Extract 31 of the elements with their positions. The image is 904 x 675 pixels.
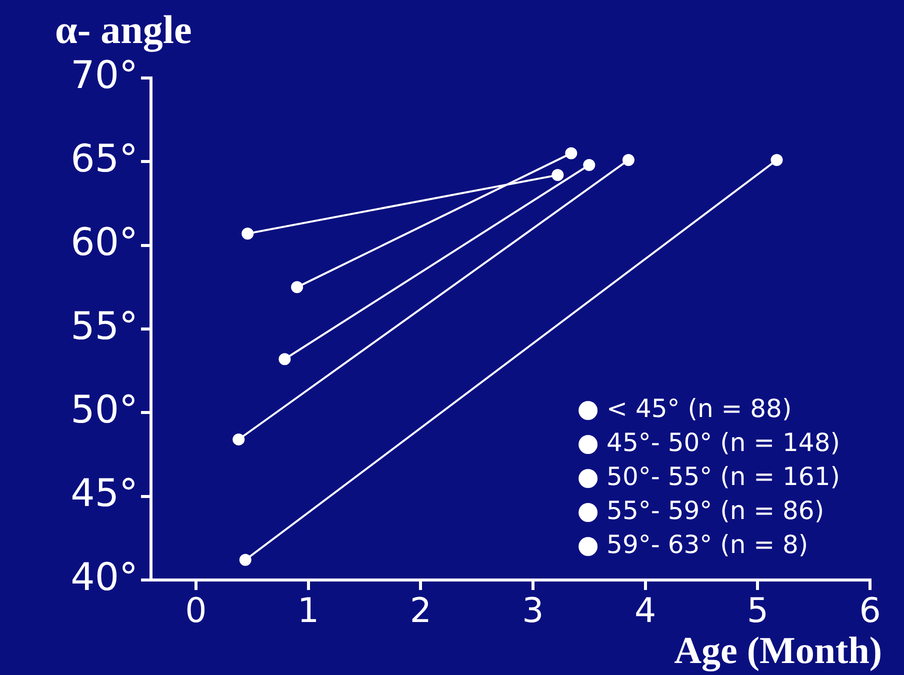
legend-label: < 45° (n = 88) xyxy=(606,394,792,423)
y-tick-label: 55° xyxy=(70,304,138,348)
x-axis-title: Age (Month) xyxy=(674,629,882,673)
point xyxy=(242,228,254,240)
point xyxy=(565,147,578,160)
point xyxy=(239,554,252,566)
legend-label: 55°- 59° (n = 86) xyxy=(606,496,824,525)
point xyxy=(232,433,245,446)
x-tick-label: 0 xyxy=(185,591,207,632)
y-axis-title: α- angle xyxy=(55,6,192,53)
point xyxy=(278,353,291,366)
y-tick-label: 60° xyxy=(70,220,138,264)
x-tick-label: 1 xyxy=(297,591,320,632)
legend-label: 50°- 55° (n = 161) xyxy=(606,462,840,491)
point xyxy=(622,154,634,166)
x-tick-label: 4 xyxy=(634,591,656,632)
y-tick-label: 70° xyxy=(70,52,138,97)
x-tick-label: 3 xyxy=(522,591,544,632)
y-tick-label: 40° xyxy=(70,554,138,599)
point xyxy=(770,154,783,166)
point xyxy=(583,159,596,172)
legend-label: 59°- 63° (n = 8) xyxy=(606,530,808,559)
y-tick-label: 45° xyxy=(70,471,138,516)
legend-label: 45°- 50° (n = 148) xyxy=(606,428,840,457)
x-tick-label: 5 xyxy=(746,591,768,632)
x-tick-label: 2 xyxy=(410,591,432,632)
point xyxy=(291,281,304,294)
y-tick-label: 50° xyxy=(70,388,138,432)
point xyxy=(552,169,564,182)
y-tick-label: 65° xyxy=(70,136,138,181)
x-tick-label: 6 xyxy=(859,591,881,632)
